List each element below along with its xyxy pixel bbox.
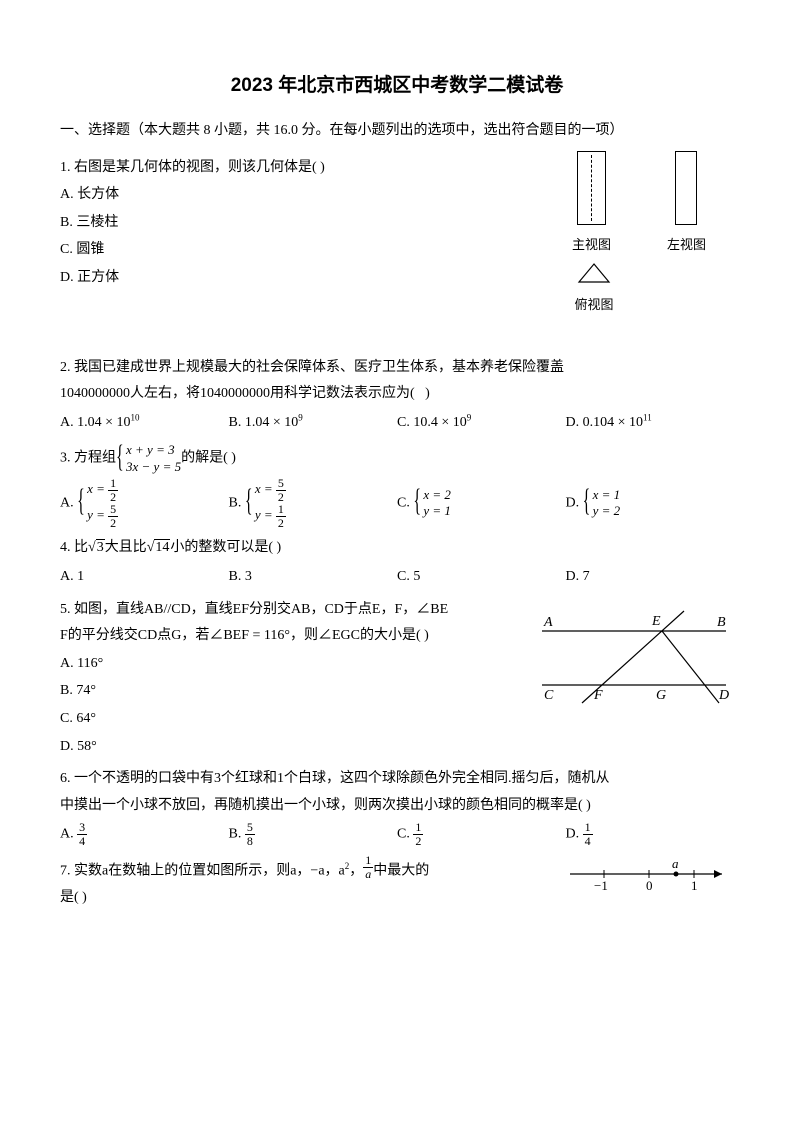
svg-text:F: F <box>593 688 603 703</box>
q5-stem-2: F的平分线交CD点G，若∠BEF = 116°，则∠EGC的大小是( ) <box>60 623 534 650</box>
q2-opt-c[interactable]: C. 10.4 × 109 <box>397 410 566 437</box>
q5-options: A. 116° B. 74° C. 64° D. 58° <box>60 651 534 760</box>
svg-text:D: D <box>718 688 729 703</box>
q2-opt-b[interactable]: B. 1.04 × 109 <box>229 410 398 437</box>
q3-stem: 3. 方程组x + y = 33x − y = 5的解是( ) <box>60 442 734 475</box>
question-5: 5. 如图，直线AB//CD，直线EF分别交AB，CD于点E，F，∠BE F的平… <box>60 597 734 761</box>
q2-options: A. 1.04 × 1010 B. 1.04 × 109 C. 10.4 × 1… <box>60 410 734 437</box>
q3-opt-d[interactable]: D. x = 1y = 2 <box>566 487 735 520</box>
question-3: 3. 方程组x + y = 33x − y = 5的解是( ) A. x = 1… <box>60 442 734 529</box>
q6-opt-d[interactable]: D. 14 <box>566 821 735 848</box>
svg-text:E: E <box>651 614 661 629</box>
page-title: 2023 年北京市西城区中考数学二模试卷 <box>60 68 734 104</box>
q3-opt-b[interactable]: B. x = 52y = 12 <box>229 477 398 529</box>
q2-opt-a[interactable]: A. 1.04 × 1010 <box>60 410 229 437</box>
svg-text:A: A <box>543 615 553 630</box>
q3-opt-c[interactable]: C. x = 2y = 1 <box>397 487 566 520</box>
question-2: 2. 我国已建成世界上规模最大的社会保障体系、医疗卫生体系，基本养老保险覆盖 1… <box>60 355 734 437</box>
left-view-icon <box>675 151 697 225</box>
q1-opt-d[interactable]: D. 正方体 <box>60 265 524 292</box>
q4-options: A. 1 B. 3 C. 5 D. 7 <box>60 564 734 591</box>
question-6: 6. 一个不透明的口袋中有3个红球和1个白球，这四个球除颜色外完全相同.摇匀后，… <box>60 766 734 848</box>
q4-opt-d[interactable]: D. 7 <box>566 564 735 591</box>
q2-stem-2: 1040000000人左右，将1040000000用科学记数法表示应为( ) <box>60 381 734 408</box>
q1-opt-c[interactable]: C. 圆锥 <box>60 237 524 264</box>
q3-opt-a[interactable]: A. x = 12y = 52 <box>60 477 229 529</box>
svg-text:G: G <box>656 688 666 703</box>
left-view-label: 左视图 <box>667 233 706 258</box>
q4-opt-b[interactable]: B. 3 <box>229 564 398 591</box>
q5-opt-d[interactable]: D. 58° <box>60 734 534 761</box>
q3-options: A. x = 12y = 52 B. x = 52y = 12 C. x = 2… <box>60 477 734 529</box>
q7-stem-1: 7. 实数a在数轴上的位置如图所示，则a，−a，a2，1a中最大的 <box>60 854 544 885</box>
q6-stem-1: 6. 一个不透明的口袋中有3个红球和1个白球，这四个球除颜色外完全相同.摇匀后，… <box>60 766 734 793</box>
q7-figure: −1 0 a 1 <box>564 854 734 907</box>
q2-opt-d[interactable]: D. 0.104 × 1011 <box>566 410 735 437</box>
q5-opt-a[interactable]: A. 116° <box>60 651 534 678</box>
q6-opt-c[interactable]: C. 12 <box>397 821 566 848</box>
svg-text:1: 1 <box>691 878 698 893</box>
q4-opt-c[interactable]: C. 5 <box>397 564 566 591</box>
q6-options: A. 34 B. 58 C. 12 D. 14 <box>60 821 734 848</box>
q2-stem-1: 2. 我国已建成世界上规模最大的社会保障体系、医疗卫生体系，基本养老保险覆盖 <box>60 355 734 382</box>
section-header: 一、选择题（本大题共 8 小题，共 16.0 分。在每小题列出的选项中，选出符合… <box>60 118 734 145</box>
svg-text:−1: −1 <box>594 878 608 893</box>
q5-opt-c[interactable]: C. 64° <box>60 706 534 733</box>
svg-text:a: a <box>672 856 679 871</box>
q1-opt-a[interactable]: A. 长方体 <box>60 182 524 209</box>
question-7: 7. 实数a在数轴上的位置如图所示，则a，−a，a2，1a中最大的 是( ) −… <box>60 854 734 912</box>
q6-stem-2: 中摸出一个小球不放回，再随机摸出一个小球，则两次摸出小球的颜色相同的概率是( ) <box>60 793 734 820</box>
question-1: 1. 右图是某几何体的视图，则该几何体是( ) A. 长方体 B. 三棱柱 C.… <box>60 155 734 325</box>
number-line-icon: −1 0 a 1 <box>564 854 734 896</box>
svg-text:C: C <box>544 688 554 703</box>
front-view-label: 主视图 <box>572 233 611 258</box>
top-view-icon <box>577 262 611 284</box>
q2-stem-2a: 1040000000人左右，将1040000000用科学记数法表示应为( <box>60 386 415 401</box>
q1-options: A. 长方体 B. 三棱柱 C. 圆锥 D. 正方体 <box>60 182 524 291</box>
q1-opt-b[interactable]: B. 三棱柱 <box>60 210 524 237</box>
question-4: 4. 比√3大且比√14小的整数可以是( ) A. 1 B. 3 C. 5 D.… <box>60 535 734 590</box>
geometry-diagram-icon: A B C D E F G <box>534 603 734 713</box>
q4-stem: 4. 比√3大且比√14小的整数可以是( ) <box>60 535 734 562</box>
q6-opt-a[interactable]: A. 34 <box>60 821 229 848</box>
q2-stem-2b: ) <box>425 386 430 401</box>
q7-stem-2: 是( ) <box>60 885 544 912</box>
q6-opt-b[interactable]: B. 58 <box>229 821 398 848</box>
q1-stem: 1. 右图是某几何体的视图，则该几何体是( ) <box>60 155 524 182</box>
q4-opt-a[interactable]: A. 1 <box>60 564 229 591</box>
front-view-icon <box>577 151 606 225</box>
q5-figure: A B C D E F G <box>534 603 734 724</box>
top-view-label: 俯视图 <box>544 293 644 318</box>
q1-figure: 主视图 左视图 俯视图 <box>544 151 734 318</box>
q5-opt-b[interactable]: B. 74° <box>60 678 534 705</box>
svg-text:B: B <box>717 615 726 630</box>
q5-stem-1: 5. 如图，直线AB//CD，直线EF分别交AB，CD于点E，F，∠BE <box>60 597 534 624</box>
svg-text:0: 0 <box>646 878 653 893</box>
q3-system: x + y = 33x − y = 5 <box>116 442 181 475</box>
